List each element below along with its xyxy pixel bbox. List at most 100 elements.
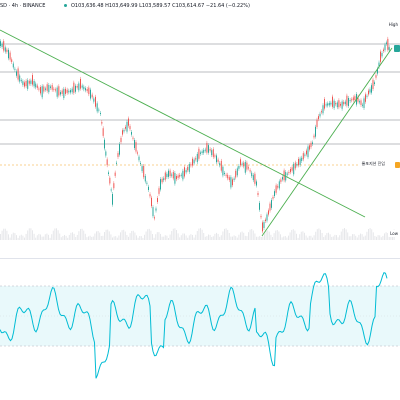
volume-bar bbox=[256, 236, 257, 240]
volume-bar bbox=[86, 237, 88, 240]
volume-bar bbox=[163, 236, 165, 240]
volume-bar bbox=[332, 236, 334, 240]
volume-bar bbox=[169, 234, 171, 240]
volume-bar bbox=[200, 228, 201, 240]
volume-bar bbox=[230, 236, 232, 240]
volume-bar bbox=[232, 236, 233, 240]
candle-body bbox=[95, 96, 96, 107]
candle-body bbox=[91, 94, 93, 98]
candle-body bbox=[200, 152, 201, 154]
volume-bar bbox=[11, 234, 13, 240]
candle-body bbox=[185, 170, 187, 173]
candle-body bbox=[184, 167, 185, 177]
volume-bar bbox=[262, 236, 264, 240]
volume-bar bbox=[176, 229, 177, 240]
volume-bar bbox=[62, 236, 64, 240]
volume-bar bbox=[368, 228, 369, 240]
symbol-info[interactable]: SD · 4h · BINANCE bbox=[0, 3, 46, 9]
candle-body bbox=[288, 172, 290, 174]
rsi-indicator-pane[interactable] bbox=[0, 268, 400, 400]
volume-bar bbox=[107, 229, 109, 240]
candle-body bbox=[316, 119, 318, 127]
volume-bar bbox=[264, 233, 265, 240]
candle-body bbox=[372, 79, 374, 89]
candle-body bbox=[24, 82, 25, 87]
pane-separator[interactable] bbox=[0, 258, 400, 259]
candle-body bbox=[148, 186, 149, 191]
candle-body bbox=[282, 177, 283, 180]
candle-body bbox=[212, 149, 214, 157]
candle-body bbox=[33, 81, 35, 87]
candle-body bbox=[40, 87, 41, 94]
volume-bar bbox=[366, 231, 368, 240]
candle-body bbox=[198, 148, 200, 159]
candle-body bbox=[333, 100, 335, 109]
volume-bar bbox=[185, 235, 187, 240]
candle-body bbox=[12, 63, 14, 68]
candle-body bbox=[180, 174, 182, 176]
candle-body bbox=[113, 183, 115, 189]
candle-body bbox=[383, 49, 384, 52]
volume-bar bbox=[220, 235, 222, 240]
volume-bar bbox=[161, 236, 163, 240]
volume-bar bbox=[227, 229, 229, 240]
volume-bar bbox=[257, 236, 259, 240]
volume-bar bbox=[94, 233, 96, 240]
volume-bar bbox=[196, 231, 198, 240]
candle-body bbox=[8, 49, 9, 59]
volume-bar bbox=[140, 236, 142, 240]
volume-bar bbox=[225, 228, 227, 240]
status-dot-icon bbox=[64, 3, 68, 9]
candle-body bbox=[58, 86, 60, 96]
candle-body bbox=[122, 130, 123, 135]
volume-bar bbox=[203, 232, 205, 240]
volume-bar bbox=[254, 233, 256, 240]
volume-bar bbox=[33, 233, 35, 240]
volume-bar bbox=[84, 233, 86, 240]
volume-bar bbox=[57, 230, 59, 240]
candle-body bbox=[30, 80, 32, 84]
candle-body bbox=[291, 167, 293, 171]
volume-bar bbox=[355, 235, 357, 240]
candle-body bbox=[68, 90, 70, 93]
candle-body bbox=[96, 103, 98, 112]
candle-body bbox=[374, 82, 375, 85]
candle-body bbox=[190, 164, 192, 166]
volume-bar bbox=[356, 237, 358, 240]
volume-bar bbox=[331, 236, 333, 240]
volume-bar bbox=[136, 235, 137, 240]
candle-body bbox=[177, 175, 179, 178]
candle-body bbox=[351, 99, 353, 101]
volume-bar bbox=[40, 234, 41, 240]
volume-bar bbox=[307, 237, 309, 240]
volume-bar bbox=[323, 237, 325, 240]
volume-bar bbox=[24, 237, 25, 240]
candle-body bbox=[117, 153, 119, 157]
candle-body bbox=[36, 85, 38, 88]
volume-bar bbox=[244, 235, 246, 240]
volume-bar bbox=[310, 235, 312, 240]
long-entry-label: 롱포지션 진입 bbox=[359, 160, 387, 167]
candle-body bbox=[341, 101, 343, 109]
candle-body bbox=[27, 80, 29, 89]
volume-bar bbox=[88, 236, 89, 240]
volume-bar bbox=[27, 230, 29, 240]
candle-body bbox=[66, 89, 68, 93]
volume-bar bbox=[228, 233, 230, 240]
candle-body bbox=[265, 219, 266, 222]
volume-bar bbox=[6, 230, 8, 240]
candle-body bbox=[1, 43, 3, 48]
candle-body bbox=[352, 97, 354, 101]
candle-body bbox=[116, 162, 117, 164]
volume-bar bbox=[352, 234, 353, 240]
candle-body bbox=[240, 159, 241, 166]
candle-body bbox=[377, 68, 378, 74]
volume-bar bbox=[22, 235, 24, 240]
candle-body bbox=[366, 95, 368, 97]
price-chart[interactable] bbox=[0, 13, 400, 240]
volume-bar bbox=[204, 236, 206, 240]
candle-body bbox=[246, 162, 248, 170]
volume-bar bbox=[64, 234, 65, 240]
volume-bar bbox=[390, 236, 392, 240]
candle-body bbox=[143, 166, 145, 178]
